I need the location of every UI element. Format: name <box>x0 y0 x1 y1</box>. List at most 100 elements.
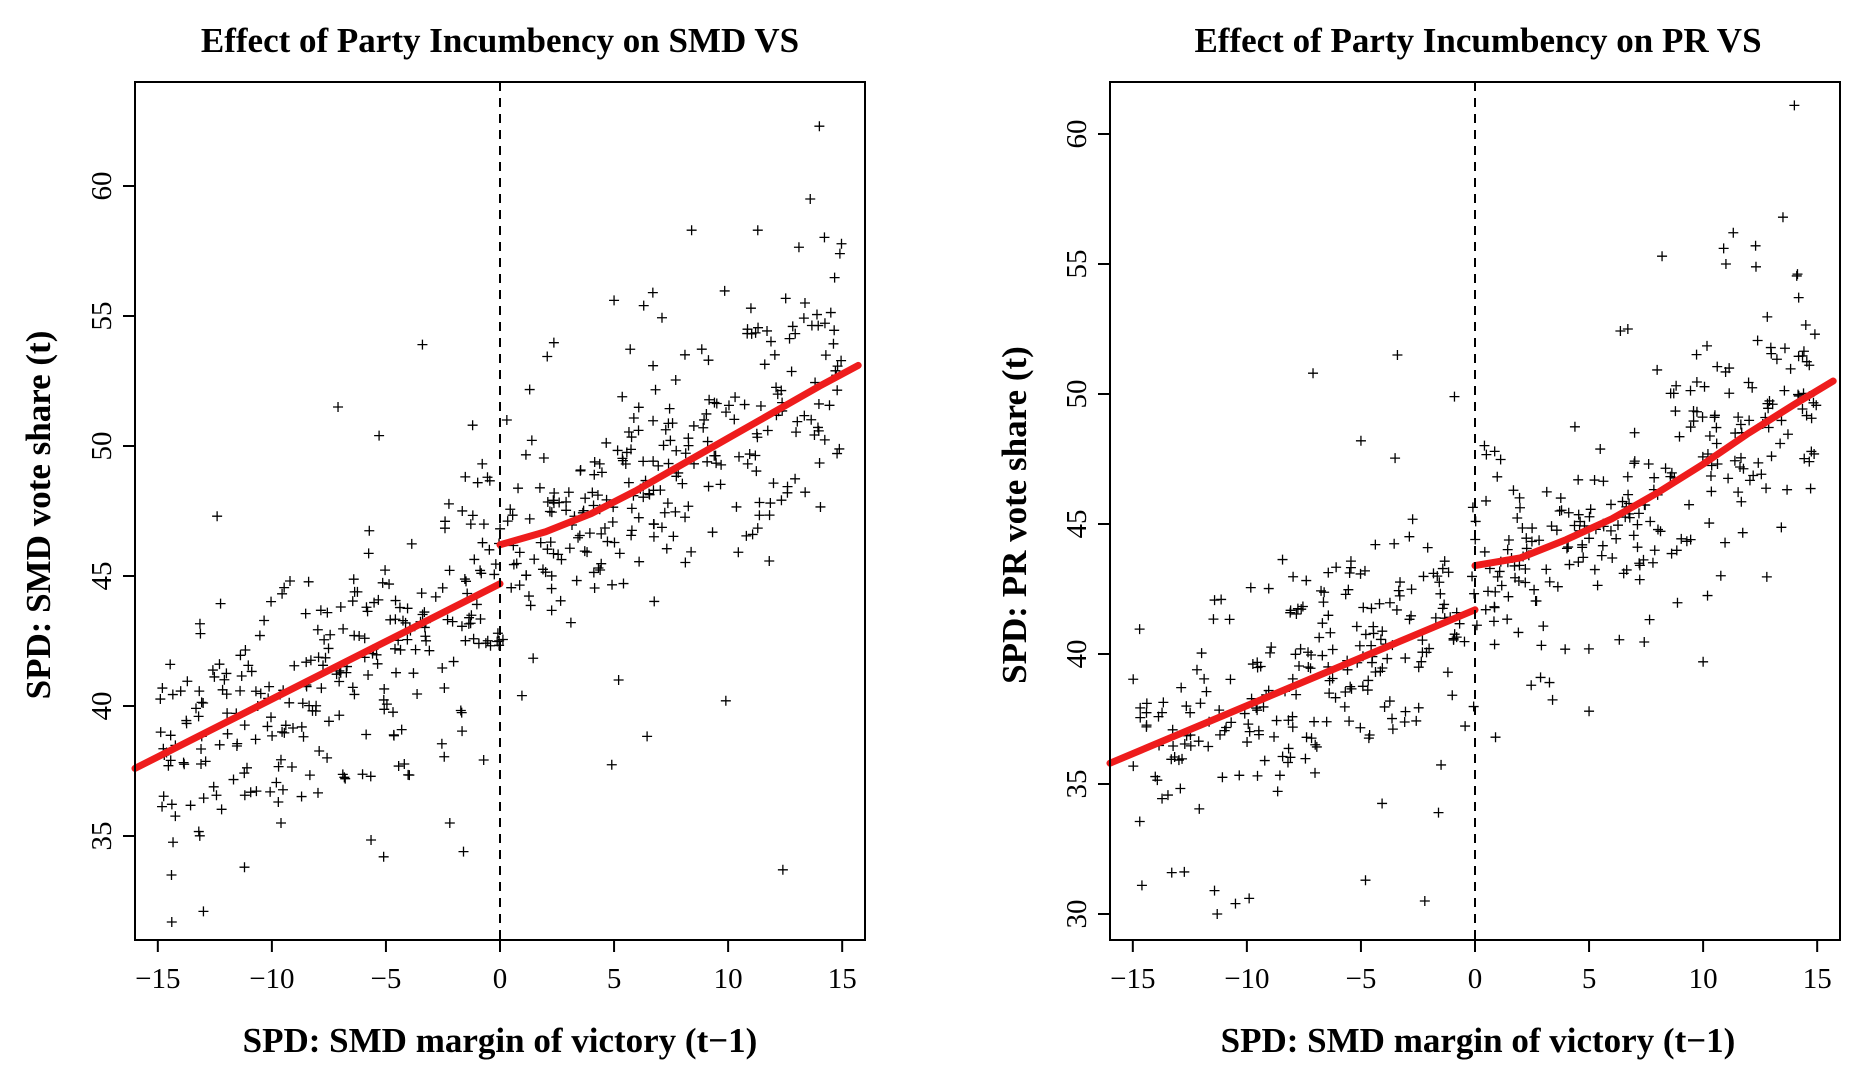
data-point <box>589 456 600 467</box>
data-point <box>1360 875 1371 886</box>
data-point <box>662 498 673 509</box>
data-point <box>373 594 384 605</box>
data-point <box>1556 505 1567 516</box>
data-point <box>834 443 845 454</box>
fit-line-left <box>131 580 504 772</box>
data-point <box>372 658 383 669</box>
data-point <box>1544 677 1555 688</box>
data-point <box>1709 412 1720 423</box>
data-point <box>334 710 345 721</box>
data-point <box>540 567 551 578</box>
data-point <box>489 569 500 580</box>
data-point <box>626 444 636 455</box>
data-point <box>1252 657 1263 668</box>
data-point <box>800 487 811 498</box>
data-point <box>337 769 348 780</box>
data-point <box>704 394 715 405</box>
x-tick-label: −5 <box>371 963 402 995</box>
data-point <box>419 607 430 618</box>
data-point <box>1141 698 1152 709</box>
data-point <box>157 683 168 694</box>
data-point <box>647 287 658 298</box>
data-point <box>1771 354 1782 365</box>
data-point <box>1128 674 1139 685</box>
data-point <box>599 522 610 533</box>
data-point <box>1263 583 1274 594</box>
data-point <box>1489 639 1500 650</box>
data-point <box>1597 540 1608 551</box>
data-point <box>163 760 174 771</box>
data-point <box>239 790 250 801</box>
data-point <box>806 414 817 425</box>
data-point <box>1269 731 1280 742</box>
y-tick-label: 45 <box>86 562 118 591</box>
data-point <box>595 565 606 576</box>
data-point <box>1671 380 1682 391</box>
data-point <box>812 422 823 433</box>
data-point <box>185 800 196 811</box>
data-point <box>667 418 678 429</box>
data-point <box>348 574 359 585</box>
data-point <box>776 495 787 506</box>
data-point <box>563 487 574 498</box>
x-axis-label: SPD: SMD margin of victory (t−1) <box>1221 1021 1736 1060</box>
data-point <box>1176 682 1187 693</box>
data-point <box>1271 715 1282 726</box>
data-point <box>506 582 517 593</box>
data-point <box>1583 643 1594 654</box>
data-point <box>168 837 179 848</box>
data-point <box>262 721 273 732</box>
data-point <box>271 777 282 788</box>
data-point <box>363 669 374 680</box>
data-point <box>609 295 620 306</box>
data-point <box>1674 431 1685 442</box>
data-point <box>648 518 659 529</box>
data-point <box>683 501 694 512</box>
data-point <box>179 759 190 770</box>
data-point <box>617 391 628 402</box>
data-point <box>1564 559 1575 570</box>
data-point <box>1314 632 1325 643</box>
data-point <box>379 704 390 715</box>
data-point <box>458 846 469 857</box>
data-point <box>216 804 227 815</box>
data-point <box>1584 511 1595 522</box>
data-point <box>1460 721 1471 732</box>
data-point <box>334 676 345 687</box>
data-point <box>1613 520 1623 531</box>
data-point <box>170 811 181 822</box>
data-point <box>633 512 644 523</box>
y-tick-label: 40 <box>86 692 118 721</box>
data-point <box>1407 514 1418 525</box>
data-point <box>417 609 428 620</box>
data-point <box>468 633 479 644</box>
data-point <box>1699 381 1710 392</box>
data-point <box>157 801 168 812</box>
data-point <box>759 359 770 370</box>
data-point <box>1502 614 1513 625</box>
data-point <box>1285 607 1296 618</box>
data-point <box>1782 429 1793 440</box>
data-point <box>765 336 776 347</box>
data-point <box>526 435 537 446</box>
data-point <box>363 548 374 559</box>
x-tick-label: 5 <box>607 963 622 995</box>
data-point <box>715 479 726 490</box>
data-point <box>273 761 284 772</box>
data-point <box>1366 640 1377 651</box>
data-point <box>255 688 266 699</box>
data-point <box>1317 650 1328 661</box>
data-point <box>318 660 329 671</box>
data-point <box>284 575 295 586</box>
data-point <box>612 445 623 456</box>
data-point <box>1258 701 1269 712</box>
y-tick-label: 35 <box>86 822 118 851</box>
data-point <box>275 754 286 765</box>
data-point <box>744 449 755 460</box>
data-point <box>642 731 653 742</box>
data-point <box>542 497 553 508</box>
data-point <box>548 548 559 559</box>
data-point <box>1514 502 1525 513</box>
data-point <box>703 355 714 366</box>
